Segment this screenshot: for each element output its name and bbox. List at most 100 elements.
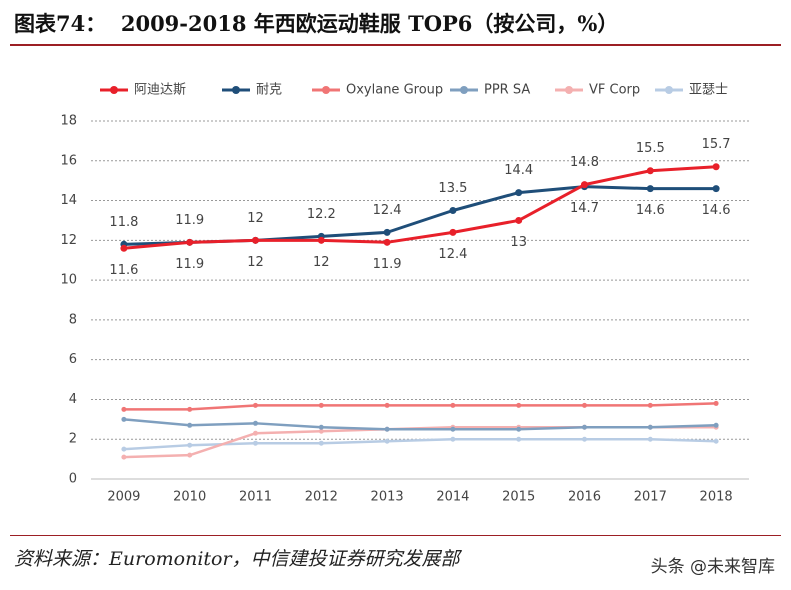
point [516,426,522,432]
y-tick-label: 2 [69,432,77,447]
point [450,402,456,408]
x-tick-label: 2016 [568,490,601,505]
legend-label: VF Corp [589,83,640,98]
legend-label: 亚瑟士 [689,83,728,98]
data-label: 15.7 [702,137,731,152]
y-tick-label: 10 [60,273,77,288]
point [712,163,720,171]
point [450,426,456,432]
point [646,185,654,193]
x-tick-label: 2014 [436,490,469,505]
point [120,244,128,252]
point [582,436,587,442]
x-tick-label: 2009 [107,490,140,505]
point [121,416,127,422]
data-label: 14.4 [504,163,533,178]
point [121,406,127,412]
point [581,181,588,189]
y-tick-label: 8 [69,312,77,327]
legend-marker [110,86,118,94]
series-line [123,426,717,459]
point [647,436,653,442]
rule [10,44,781,46]
point [582,402,587,408]
legend-marker [460,86,468,94]
point [253,440,258,446]
point [187,406,193,412]
data-label: 11.9 [373,257,402,272]
point [449,207,457,214]
x-tick-label: 2013 [371,490,404,505]
point [516,436,522,442]
point [383,228,391,236]
point [384,402,390,408]
rule [10,535,781,536]
data-label: 14.6 [702,203,731,218]
point [318,402,324,408]
data-label: 11.9 [175,257,204,272]
data-label: 12.4 [373,203,402,218]
series-line [123,165,717,250]
data-label: 12 [247,255,264,270]
y-tick-label: 16 [60,153,77,168]
point [713,422,719,428]
point [187,422,193,428]
point [712,185,720,193]
data-label: 15.5 [636,141,665,156]
y-tick-label: 4 [69,392,77,407]
point [713,400,719,406]
series-line [123,418,717,431]
legend-marker [322,86,330,94]
point [582,424,587,430]
y-tick-label: 6 [69,352,77,367]
point [253,430,258,436]
point [515,216,523,224]
legend-marker [565,86,573,94]
data-label: 14.7 [570,201,599,216]
x-tick-label: 2017 [634,490,667,505]
point [647,424,653,430]
point [317,236,325,244]
point [318,424,324,430]
point [318,428,324,434]
data-label: 12.2 [307,207,336,222]
x-tick-label: 2015 [502,490,535,505]
x-tick-label: 2010 [173,490,206,505]
data-label: 11.6 [109,263,138,278]
series-line [123,185,717,246]
x-tick-label: 2012 [305,490,338,505]
point [121,454,127,460]
y-tick-label: 18 [60,114,77,129]
point [253,402,258,408]
legend-label: 阿迪达斯 [134,83,186,98]
point [647,402,653,408]
point [187,442,193,448]
data-label: 12 [313,255,330,270]
data-label: 13.5 [438,181,467,196]
legend-label: Oxylane Group [346,83,443,98]
legend-label: 耐克 [256,83,282,98]
y-tick-label: 14 [60,193,77,208]
x-tick-label: 2018 [700,490,733,505]
legend-label: PPR SA [484,83,530,98]
legend-marker [665,86,673,94]
point [252,236,259,244]
data-label: 12.4 [438,247,467,262]
y-tick-label: 12 [60,233,77,248]
watermark: 头条 @未来智库 [650,557,775,577]
point [450,436,456,442]
point [253,420,258,426]
x-tick-label: 2011 [239,490,272,505]
chart: 0 2 4 6 8 10 12 14 16 18 2009 2010 2011 2012 2013 2014 2… [60,83,749,505]
chart-title: 图表74： 2009-2018 年西欧运动鞋服 TOP6（按公司，%） [14,11,619,36]
point [516,402,522,408]
point [515,189,523,197]
point [384,426,390,432]
data-label: 11.9 [175,213,204,228]
point [384,438,390,444]
source: 资料来源：Euromonitor，中信建投证券研究发展部 [14,548,460,570]
point [713,438,719,444]
point [383,238,391,246]
data-label: 11.8 [109,215,138,230]
